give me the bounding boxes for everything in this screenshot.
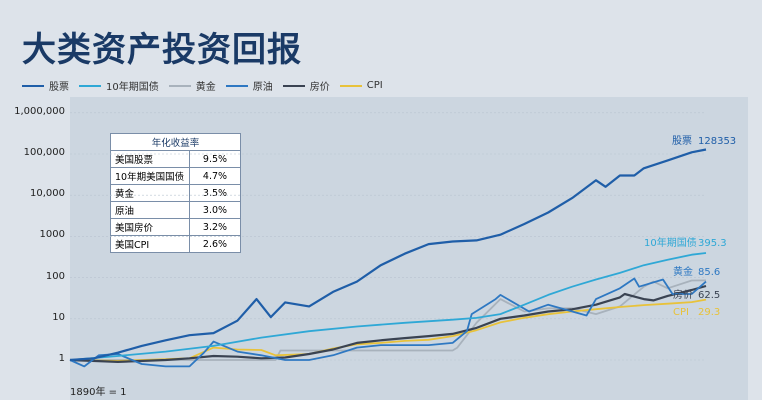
returns-table: 年化收益率 美国股票 9.5% 10年期美国国债 4.7% 黄金 3.5% 原油 3.0…	[110, 133, 241, 253]
legend-swatch	[282, 84, 305, 87]
chart-title: 大类资产投资回报	[22, 30, 302, 70]
legend-item-bonds: 10年期国债	[79, 78, 159, 93]
legend-item-oil: 原油	[225, 78, 273, 93]
end-label-name: 10年期国债	[644, 236, 697, 249]
end-label-value: 85.6	[698, 267, 720, 278]
legend: 股票 10年期国债 黄金 原油 房价 CPI	[22, 78, 383, 93]
end-label-value: 395.3	[698, 238, 727, 249]
legend-label: CPI	[366, 80, 383, 91]
end-label-name: 黄金	[673, 265, 693, 278]
y-tick-label: 10,000	[30, 188, 65, 200]
end-label-value: 128353	[698, 136, 736, 147]
series-line-cpi	[69, 298, 707, 362]
legend-label: 10年期国债	[106, 82, 159, 93]
y-tick-label: 100,000	[23, 147, 65, 158]
table-cell-value: 2.6%	[189, 235, 241, 253]
legend-label: 房价	[309, 82, 330, 93]
table-row: 原油 3.0%	[110, 201, 241, 219]
series-line-stocks	[69, 148, 707, 362]
table-row: 美国CPI 2.6%	[110, 235, 241, 253]
legend-item-cpi: CPI	[339, 80, 383, 91]
series-line-housing	[69, 284, 707, 363]
legend-label: 原油	[252, 82, 273, 93]
legend-item-gold: 黄金	[168, 78, 216, 93]
y-tick-label: 10	[52, 311, 65, 323]
y-tick-label: 1	[58, 353, 65, 364]
y-tick-label: 1,000,000	[14, 105, 65, 117]
legend-swatch	[225, 84, 248, 87]
end-label-value: 29.3	[698, 307, 720, 318]
legend-swatch	[339, 84, 362, 87]
series-line-bonds	[69, 252, 707, 361]
y-tick-label: 1000	[39, 229, 65, 241]
end-label-name: 股票	[672, 135, 692, 147]
end-label-name: 房价	[673, 288, 693, 301]
legend-swatch	[168, 84, 191, 87]
legend-label: 股票	[49, 82, 69, 93]
legend-swatch	[22, 84, 44, 87]
legend-item-stocks: 股票	[22, 78, 69, 93]
table-row: 黄金 3.5%	[110, 184, 241, 202]
y-tick-label: 100	[45, 270, 65, 282]
end-label-name: CPI	[673, 307, 689, 318]
legend-item-housing: 房价	[282, 78, 330, 93]
legend-swatch	[79, 84, 101, 87]
base-note: 1890年 = 1	[70, 387, 127, 398]
legend-label: 黄金	[195, 82, 216, 93]
end-label-value: 62.5	[698, 290, 720, 301]
series-line-oil	[69, 277, 707, 368]
